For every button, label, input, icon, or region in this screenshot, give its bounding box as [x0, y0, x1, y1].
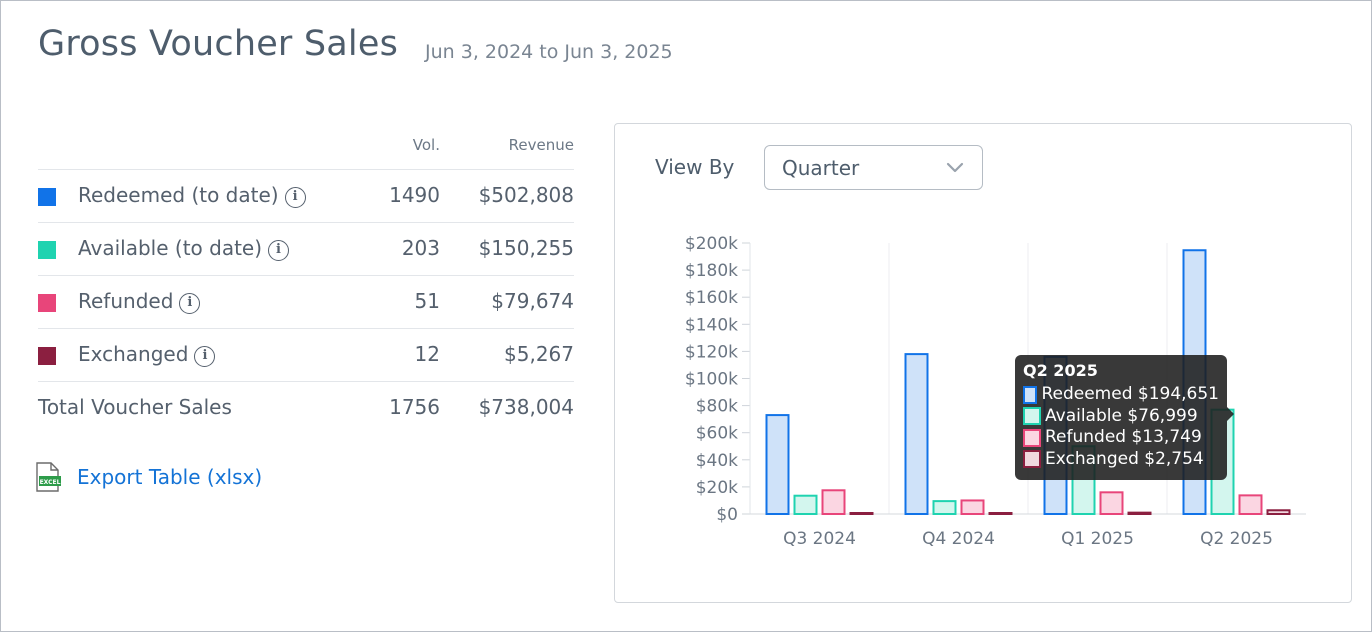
tooltip-swatch	[1023, 428, 1041, 447]
tooltip-label: Redeemed $194,651	[1041, 384, 1219, 404]
bar-exchanged	[1127, 511, 1152, 515]
tooltip-title: Q2 2025	[1023, 361, 1098, 380]
y-tick-label: $100k	[685, 370, 738, 390]
tooltip-swatch	[1023, 385, 1038, 404]
tooltip-swatch	[1023, 407, 1041, 426]
tooltip-row: Exchanged $2,754	[1023, 449, 1219, 471]
bar-redeemed	[904, 353, 929, 515]
tooltip-arrow	[1227, 407, 1234, 421]
y-tick-label: $200k	[685, 234, 738, 254]
excel-file-icon: EXCEL	[34, 462, 62, 492]
y-tick-label: $120k	[685, 342, 738, 362]
legend-swatch-redeemed	[38, 188, 56, 206]
x-category-label: Q2 2025	[1200, 529, 1273, 549]
bar-refunded	[1238, 494, 1263, 516]
chevron-down-icon	[946, 158, 964, 176]
summary-row-refunded: Refunded i 51 $79,674	[38, 276, 574, 329]
bar-chart: $0 $20k $40k $60k $80k $100k $120k $140k $160k $1…	[685, 234, 1306, 549]
row-label: Exchanged	[78, 342, 189, 366]
info-icon[interactable]: i	[194, 346, 216, 367]
x-category-label: Q3 2024	[783, 529, 856, 549]
x-category-label: Q4 2024	[922, 529, 995, 549]
chart-tooltip: Q2 2025 Redeemed $194,651 Available $76,…	[1015, 355, 1234, 480]
tooltip-label: Refunded $13,749	[1045, 427, 1202, 447]
summary-row-available: Available (to date) i 203 $150,255	[38, 223, 574, 276]
total-vol: 1756	[389, 395, 440, 419]
info-icon[interactable]: i	[268, 240, 290, 261]
tooltip-swatch	[1023, 450, 1041, 469]
y-tick-label: $0	[716, 505, 738, 525]
bar-exchanged	[849, 512, 874, 515]
row-vol: 1490	[389, 183, 440, 207]
column-header-revenue: Revenue	[508, 136, 574, 154]
tooltip-label: Available $76,999	[1045, 405, 1198, 426]
legend-swatch-available	[38, 241, 56, 259]
column-header-vol: Vol.	[412, 136, 440, 154]
tooltip-row: Refunded $13,749	[1023, 427, 1219, 449]
bar-available	[793, 494, 818, 515]
bar-exchanged	[1266, 509, 1291, 516]
row-revenue: $150,255	[478, 236, 574, 260]
legend-swatch-refunded	[38, 294, 56, 312]
view-by-label: View By	[655, 155, 735, 179]
chart-card: View By Quarter	[614, 123, 1352, 603]
row-label: Available (to date)	[78, 236, 263, 260]
info-icon[interactable]: i	[284, 187, 306, 208]
tooltip-row: Redeemed $194,651	[1023, 384, 1219, 406]
row-revenue: $5,267	[504, 342, 574, 366]
row-vol: 12	[414, 342, 440, 366]
export-table-link[interactable]: EXCEL Export Table (xlsx)	[34, 462, 262, 492]
view-by-select[interactable]: Quarter	[764, 145, 983, 190]
summary-row-total: Total Voucher Sales 1756 $738,004	[38, 382, 574, 435]
total-label: Total Voucher Sales	[38, 395, 232, 419]
excel-icon-text: EXCEL	[40, 479, 61, 486]
row-vol: 51	[414, 289, 440, 313]
y-tick-label: $140k	[685, 315, 738, 335]
y-tick-label: $80k	[696, 397, 738, 417]
bar-refunded	[960, 499, 985, 516]
y-tick-label: $40k	[696, 451, 738, 471]
row-revenue: $79,674	[491, 289, 574, 313]
bar-redeemed	[765, 414, 790, 515]
y-tick-label: $60k	[696, 424, 738, 444]
summary-row-redeemed: Redeemed (to date) i 1490 $502,808	[38, 170, 574, 223]
summary-table: Vol. Revenue Redeemed (to date) i 1490 $5…	[38, 132, 574, 435]
page-title: Gross Voucher Sales	[38, 24, 399, 64]
tooltip-label: Exchanged $2,754	[1045, 448, 1204, 469]
y-tick-label: $20k	[696, 478, 738, 498]
row-label: Refunded	[78, 289, 174, 313]
y-tick-label: $160k	[685, 288, 738, 308]
x-category-label: Q1 2025	[1061, 529, 1134, 549]
legend-swatch-exchanged	[38, 347, 56, 365]
bar-available	[932, 500, 957, 516]
bar-refunded	[821, 489, 846, 516]
bar-refunded	[1099, 491, 1124, 516]
info-icon[interactable]: i	[179, 293, 201, 314]
row-label: Redeemed (to date)	[78, 183, 279, 207]
view-by-selected: Quarter	[782, 156, 860, 180]
y-tick-label: $180k	[685, 261, 738, 281]
summary-table-header: Vol. Revenue	[38, 132, 574, 170]
row-revenue: $502,808	[478, 183, 574, 207]
export-label: Export Table (xlsx)	[77, 465, 263, 489]
tooltip-row: Available $76,999	[1023, 406, 1219, 428]
total-revenue: $738,004	[478, 395, 574, 419]
bar-exchanged	[988, 512, 1013, 515]
summary-row-exchanged: Exchanged i 12 $5,267	[38, 329, 574, 382]
row-vol: 203	[401, 236, 440, 260]
date-range: Jun 3, 2024 to Jun 3, 2025	[425, 41, 673, 63]
